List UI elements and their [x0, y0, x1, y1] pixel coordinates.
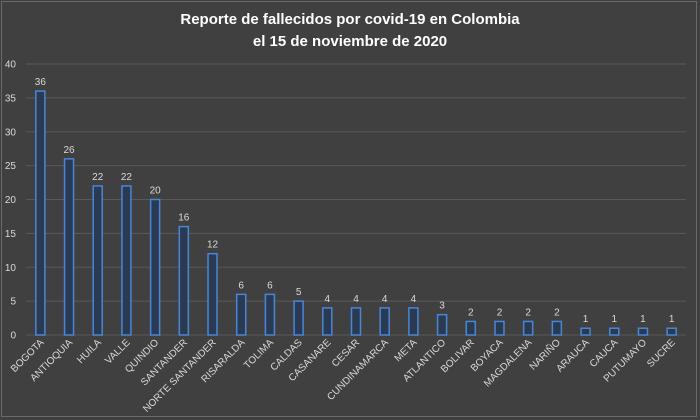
- data-label: 16: [178, 213, 190, 224]
- data-label: 1: [640, 314, 646, 325]
- data-label: 2: [497, 307, 503, 318]
- bar: [264, 293, 276, 336]
- bar: [580, 327, 591, 336]
- y-tick-label: 30: [5, 127, 17, 138]
- bar: [207, 252, 218, 336]
- data-label: 1: [669, 314, 675, 325]
- bar: [436, 313, 448, 336]
- y-tick-label: 5: [10, 297, 16, 308]
- bar: [551, 320, 563, 336]
- data-label: 5: [296, 287, 302, 298]
- y-tick-label: 25: [5, 161, 17, 172]
- y-tick-label: 15: [5, 229, 17, 240]
- category-label: HUILA: [75, 337, 104, 366]
- bar: [379, 307, 390, 336]
- bar: [235, 293, 247, 336]
- y-tick-label: 10: [5, 263, 17, 274]
- y-tick-label: 40: [5, 60, 17, 71]
- y-tick-label: 0: [10, 331, 16, 342]
- bar: [637, 327, 649, 336]
- data-label: 20: [150, 186, 162, 197]
- bar: [121, 185, 132, 336]
- data-label: 12: [207, 240, 219, 251]
- bar: [494, 320, 505, 336]
- bar: [35, 90, 46, 336]
- bar: [92, 185, 103, 336]
- data-label: 6: [267, 280, 273, 291]
- chart-subtitle: el 15 de noviembre de 2020: [252, 33, 448, 50]
- y-tick-label: 35: [5, 93, 17, 104]
- bar: [350, 307, 362, 336]
- y-tick-label: 20: [5, 195, 17, 206]
- data-label: 1: [611, 314, 617, 325]
- data-label: 3: [439, 301, 445, 312]
- chart-title: Reporte de fallecidos por covid-19 en Co…: [180, 11, 520, 28]
- data-label: 2: [554, 307, 560, 318]
- data-label: 26: [63, 145, 75, 156]
- bar: [408, 307, 419, 336]
- bar: [63, 158, 75, 336]
- data-label: 4: [382, 294, 388, 305]
- bar: [293, 300, 304, 336]
- bar: [178, 225, 190, 336]
- bar: [522, 320, 534, 336]
- bar: [149, 198, 161, 336]
- data-label: 22: [121, 172, 133, 183]
- data-label: 4: [325, 294, 331, 305]
- category-label: META: [393, 337, 420, 364]
- bar: [322, 307, 333, 336]
- data-label: 6: [238, 280, 244, 291]
- bar: [666, 327, 677, 336]
- data-label: 22: [92, 172, 104, 183]
- category-label: SUCRE: [645, 337, 678, 370]
- bar: [609, 327, 620, 336]
- bar: [465, 320, 477, 336]
- data-label: 36: [35, 77, 47, 88]
- data-label: 2: [525, 307, 531, 318]
- data-label: 1: [583, 314, 589, 325]
- data-label: 4: [353, 294, 359, 305]
- data-label: 2: [468, 307, 474, 318]
- data-label: 4: [411, 294, 417, 305]
